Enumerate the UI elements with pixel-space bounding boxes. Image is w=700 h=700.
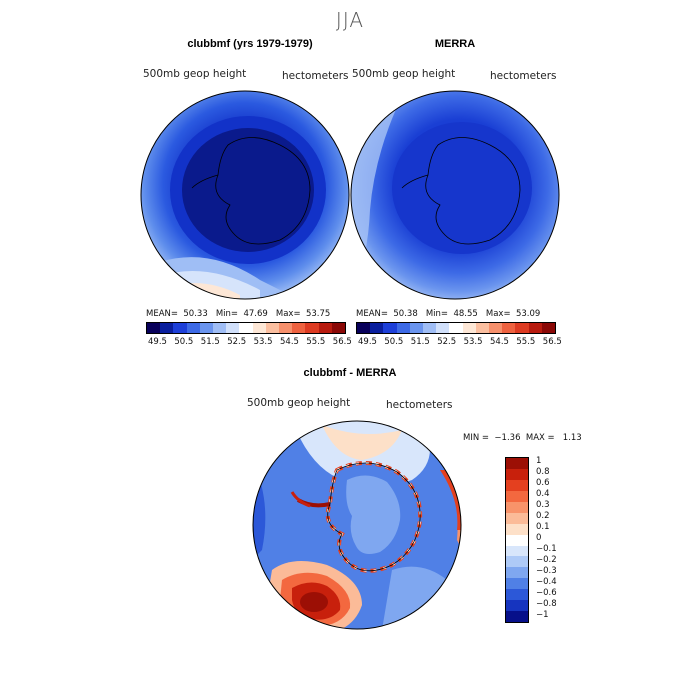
colorbar-tick-label: 52.5	[227, 337, 247, 347]
colorbar-tick-label: 51.5	[200, 337, 220, 347]
map-difference-antarctic	[252, 420, 462, 630]
colorbar-tick-label: −0.4	[536, 576, 557, 587]
colorbar-swatch	[506, 578, 528, 590]
colorbar-swatch	[506, 600, 528, 612]
colorbar-swatch	[396, 323, 410, 333]
colorbar-swatch	[506, 479, 528, 491]
panel-variable-label: 500mb geop height	[143, 68, 247, 80]
colorbar-swatch	[449, 323, 463, 333]
colorbar-swatch	[462, 323, 476, 333]
panel-units-label: hectometers	[490, 70, 557, 82]
colorbar-tick-label: 0.1	[536, 522, 550, 533]
colorbar-merra	[356, 322, 556, 334]
colorbar-tick-label: −0.1	[536, 543, 557, 554]
colorbar-tick-label: 1	[536, 456, 542, 467]
colorbar-tick-label: 0.3	[536, 500, 550, 511]
colorbar-swatch	[318, 323, 332, 333]
colorbar-tick-label: 0	[536, 533, 542, 543]
diff-units-label: hectometers	[386, 399, 453, 411]
colorbar-tick-label: 56.5	[542, 337, 562, 347]
colorbar-swatch	[506, 490, 528, 502]
colorbar-swatch	[506, 556, 528, 568]
colorbar-swatch	[506, 589, 528, 601]
colorbar-swatch	[506, 611, 528, 623]
panel-variable-label: 500mb geop height	[352, 68, 456, 80]
colorbar-tick-label: 54.5	[280, 337, 299, 347]
colorbar-tick-label: 49.5	[148, 337, 167, 347]
colorbar-swatch	[147, 323, 161, 333]
colorbar-tick-label: −1	[536, 609, 549, 620]
colorbar-tick-label: 50.5	[174, 337, 194, 347]
colorbar-swatch	[475, 323, 490, 333]
colorbar-swatch	[160, 323, 174, 333]
colorbar-swatch	[409, 323, 424, 333]
colorbar-swatch	[506, 523, 528, 535]
colorbar-tick-label: 54.5	[490, 337, 509, 347]
colorbar-tick-label: 53.5	[463, 337, 483, 347]
colorbar-swatch	[357, 323, 371, 333]
colorbar-swatch	[265, 323, 280, 333]
colorbar-swatch	[252, 323, 266, 333]
colorbar-swatch	[186, 323, 200, 333]
colorbar-model	[146, 322, 346, 334]
colorbar-swatch	[199, 323, 214, 333]
colorbar-swatch	[423, 323, 437, 333]
colorbar-swatch	[506, 534, 528, 546]
colorbar-swatch	[331, 323, 346, 333]
diff-panel-title: clubbmf - MERRA	[303, 367, 397, 379]
colorbar-swatch	[515, 323, 529, 333]
colorbar-swatch	[305, 323, 319, 333]
colorbar-swatch	[528, 323, 542, 333]
colorbar-swatch	[292, 323, 306, 333]
panel-units-label: hectometers	[282, 70, 349, 82]
colorbar-tick-label: 56.5	[332, 337, 352, 347]
colorbar-swatch	[502, 323, 516, 333]
colorbar-swatch	[383, 323, 397, 333]
colorbar-tick-label: 49.5	[358, 337, 377, 347]
colorbar-diff-ticks: 1 0.8 0.6 0.4 0.3 0.2 0.1 0 −0.1 −0.2 −0.3 −0.4 −0.6…	[536, 456, 576, 621]
colorbar-tick-label: 0.6	[536, 478, 550, 489]
panel-stats: MEAN= 50.38 Min= 48.55 Max= 53.09	[356, 309, 541, 319]
colorbar-tick-label: 0.2	[536, 511, 550, 522]
colorbar-tick-label: −0.8	[536, 598, 557, 609]
colorbar-swatch	[239, 323, 253, 333]
colorbar-swatch	[506, 468, 528, 480]
map-model-antarctic	[140, 90, 350, 300]
diff-stats: MIN = −1.36 MAX = 1.13	[463, 433, 582, 443]
colorbar-swatch	[436, 323, 450, 333]
colorbar-tick-label: 50.5	[384, 337, 404, 347]
diff-variable-label: 500mb geop height	[247, 397, 351, 409]
colorbar-swatch	[279, 323, 293, 333]
colorbar-tick-label: 55.5	[516, 337, 536, 347]
colorbar-tick-label: −0.3	[536, 565, 557, 576]
colorbar-swatch	[506, 458, 528, 469]
colorbar-swatch	[226, 323, 240, 333]
colorbar-tick-label: −0.2	[536, 554, 557, 565]
colorbar-tick-label: 0.4	[536, 489, 550, 500]
colorbar-swatch	[506, 567, 528, 579]
colorbar-swatch	[506, 512, 528, 524]
colorbar-tick-label: −0.6	[536, 587, 557, 598]
colorbar-tick-label: 51.5	[410, 337, 430, 347]
colorbar-swatch	[541, 323, 556, 333]
colorbar-tick-label: 52.5	[437, 337, 457, 347]
figure-title: JJA	[335, 8, 365, 32]
colorbar-swatch	[213, 323, 227, 333]
colorbar-tick-label: 0.8	[536, 467, 550, 478]
panel-stats: MEAN= 50.33 Min= 47.69 Max= 53.75	[146, 309, 331, 319]
colorbar-tick-label: 53.5	[253, 337, 273, 347]
panel-title-merra: MERRA	[434, 38, 476, 50]
colorbar-swatch	[506, 501, 528, 513]
colorbar-diff	[505, 457, 529, 623]
colorbar-swatch	[506, 545, 528, 557]
map-merra-antarctic	[350, 90, 560, 300]
panel-title-model: clubbmf (yrs 1979-1979)	[187, 38, 313, 50]
colorbar-swatch	[370, 323, 384, 333]
colorbar-swatch	[489, 323, 503, 333]
colorbar-swatch	[173, 323, 187, 333]
colorbar-tick-label: 55.5	[306, 337, 326, 347]
